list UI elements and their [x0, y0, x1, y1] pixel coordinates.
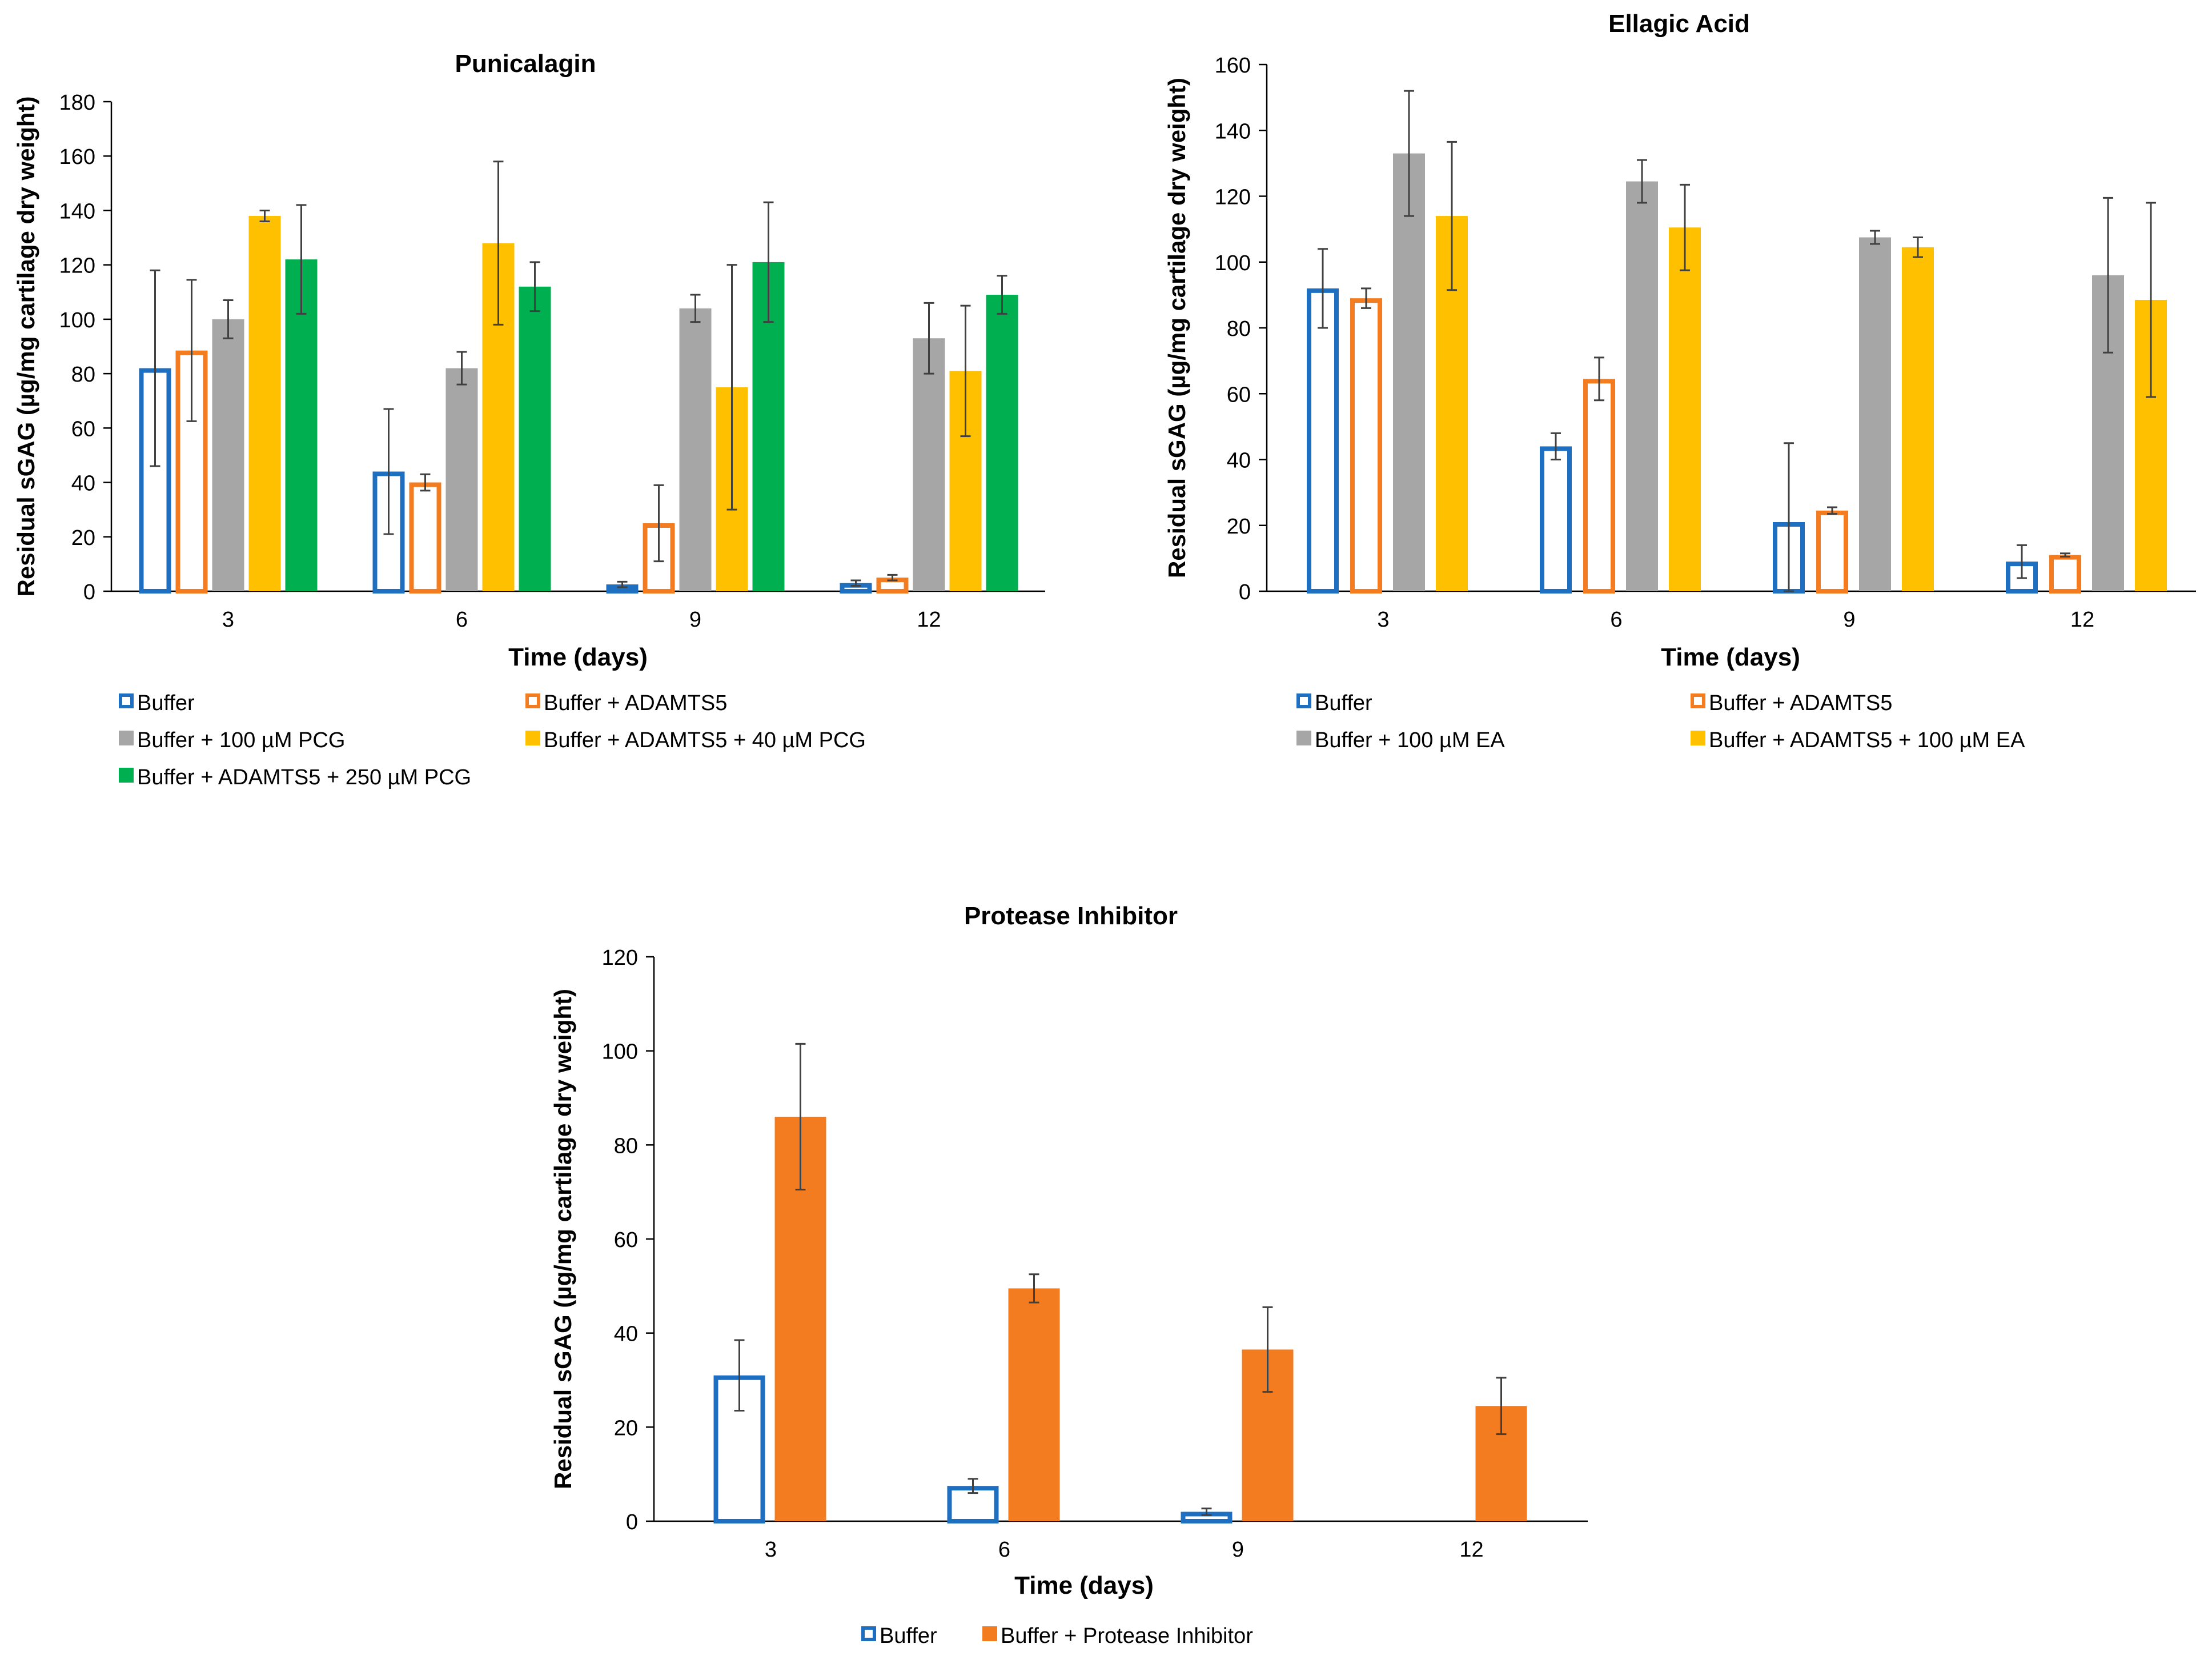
legend-swatch	[119, 693, 134, 708]
legend-label: Buffer + 100 µM EA	[1315, 728, 1505, 752]
bar-buffer-adamts5-250-m-pcg-day-3	[285, 259, 318, 592]
y-axis-label: Residual sGAG (µg/mg cartilage dry weigh…	[549, 989, 576, 1489]
y-tick-label: 20	[71, 526, 95, 550]
x-tick-label: 12	[2070, 608, 2094, 632]
y-tick-label: 80	[614, 1134, 638, 1158]
chart-protease-inhibitor: Protease Inhibitor 0 20 40 60 80 100 120 Residua…	[549, 902, 1588, 1648]
bar-buffer-100-m-pcg-day-6	[445, 368, 478, 591]
legend-label: Buffer + ADAMTS5 + 250 µM PCG	[137, 765, 471, 789]
bar-buffer-day-6	[1540, 446, 1572, 594]
x-tick-label: 12	[1459, 1538, 1483, 1562]
x-tick-label: 12	[917, 608, 941, 632]
bar-buffer-adamts5-40-m-pcg-day-3	[248, 215, 281, 591]
legend-label: Buffer	[1315, 691, 1372, 715]
x-tick-label: 6	[1610, 608, 1622, 632]
y-tick-label: 120	[59, 254, 95, 278]
legend-swatch	[1691, 693, 1705, 708]
y-tick-label: 20	[1227, 515, 1251, 539]
legend-label: Buffer + 100 µM PCG	[137, 728, 345, 752]
legend-swatch	[861, 1626, 876, 1641]
legend-label: Buffer + ADAMTS5	[544, 691, 727, 715]
x-tick-label: 9	[689, 608, 701, 632]
x-axis-label: Time (days)	[1661, 643, 1800, 671]
x-tick-label: 3	[1377, 608, 1389, 632]
y-tick-label: 100	[1215, 251, 1251, 275]
y-tick-label: 0	[1239, 580, 1251, 604]
legend-label: Buffer + ADAMTS5 + 100 µM EA	[1709, 728, 2025, 752]
bar-buffer-adamts5-day-9	[1816, 510, 1848, 594]
legend-swatch	[982, 1626, 997, 1641]
x-tick-label: 3	[765, 1538, 777, 1562]
y-tick-label: 60	[71, 417, 95, 441]
legend-swatch	[1691, 731, 1705, 745]
bar-buffer-adamts5-100-m-ea-day-9	[1902, 247, 1934, 592]
bar-buffer-100-m-ea-day-6	[1626, 181, 1658, 592]
legend-swatch	[525, 693, 540, 708]
legend-label: Buffer	[137, 691, 195, 715]
chart-ellagic-acid: Ellagic Acid 0 20 40 60 80 100 120 140 160 Residua…	[1163, 10, 2196, 752]
legend-swatch	[1296, 731, 1311, 745]
x-tick-label: 6	[998, 1538, 1010, 1562]
x-tick-label: 9	[1232, 1538, 1244, 1562]
y-tick-label: 140	[1215, 119, 1251, 143]
y-tick-label: 40	[1227, 449, 1251, 473]
bar-buffer-adamts5-day-12	[876, 578, 909, 594]
y-tick-label: 0	[83, 580, 95, 604]
chart-punicalagin: Punicalagin 0 20 40 60 80 100 120 140 160 180 Resid…	[13, 50, 1045, 789]
chart-title: Ellagic Acid	[1608, 10, 1750, 38]
bar-buffer-adamts5-day-12	[2049, 555, 2081, 594]
y-tick-label: 80	[71, 363, 95, 387]
x-axis-label: Time (days)	[508, 643, 648, 671]
legend-swatch	[119, 768, 134, 783]
bar-buffer-protease-inhibitor-day-6	[1008, 1288, 1060, 1521]
y-tick-label: 100	[59, 308, 95, 332]
chart-title: Punicalagin	[455, 50, 596, 78]
legend-label: Buffer + ADAMTS5	[1709, 691, 1892, 715]
y-tick-label: 140	[59, 199, 95, 223]
legend-swatch	[1296, 693, 1311, 708]
x-tick-label: 9	[1843, 608, 1855, 632]
bar-buffer-adamts5-250-m-pcg-day-6	[519, 286, 551, 591]
bar-buffer-100-m-ea-day-9	[1859, 237, 1891, 591]
legend-label: Buffer + Protease Inhibitor	[1001, 1624, 1253, 1648]
y-tick-label: 160	[1215, 54, 1251, 78]
y-tick-label: 40	[614, 1322, 638, 1346]
x-tick-label: 6	[456, 608, 468, 632]
y-tick-label: 80	[1227, 317, 1251, 341]
y-tick-label: 180	[59, 91, 95, 115]
bar-buffer-adamts5-250-m-pcg-day-12	[986, 295, 1018, 591]
bar-buffer-adamts5-day-3	[1350, 298, 1382, 594]
bar-buffer-adamts5-100-m-ea-day-6	[1669, 227, 1701, 591]
bar-buffer-day-3	[1307, 288, 1339, 594]
y-tick-label: 60	[614, 1228, 638, 1252]
chart-title: Protease Inhibitor	[964, 902, 1178, 930]
y-tick-label: 20	[614, 1416, 638, 1440]
legend-label: Buffer + ADAMTS5 + 40 µM PCG	[544, 728, 866, 752]
y-tick-label: 60	[1227, 383, 1251, 407]
y-axis-label: Residual sGAG (µg/mg cartilage dry weigh…	[13, 96, 39, 596]
legend-swatch	[119, 731, 134, 745]
y-tick-label: 40	[71, 472, 95, 496]
legend-label: Buffer	[880, 1624, 937, 1648]
x-tick-label: 3	[222, 608, 234, 632]
bar-buffer-adamts5-day-6	[1583, 379, 1615, 594]
y-tick-label: 120	[1215, 186, 1251, 210]
x-axis-label: Time (days)	[1014, 1571, 1154, 1599]
bar-buffer-adamts5-day-6	[409, 482, 441, 594]
bar-buffer-100-m-ea-day-3	[1393, 153, 1425, 591]
y-tick-label: 160	[59, 145, 95, 169]
bar-buffer-100-m-pcg-day-3	[212, 319, 244, 591]
y-tick-label: 100	[602, 1040, 638, 1064]
y-axis-label: Residual sGAG (µg/mg cartilage dry weigh…	[1163, 78, 1190, 578]
bar-buffer-100-m-pcg-day-9	[679, 308, 712, 591]
legend-swatch	[525, 731, 540, 745]
bar-buffer-100-m-pcg-day-12	[913, 338, 945, 591]
y-tick-label: 0	[626, 1510, 638, 1534]
y-tick-label: 120	[602, 946, 638, 970]
